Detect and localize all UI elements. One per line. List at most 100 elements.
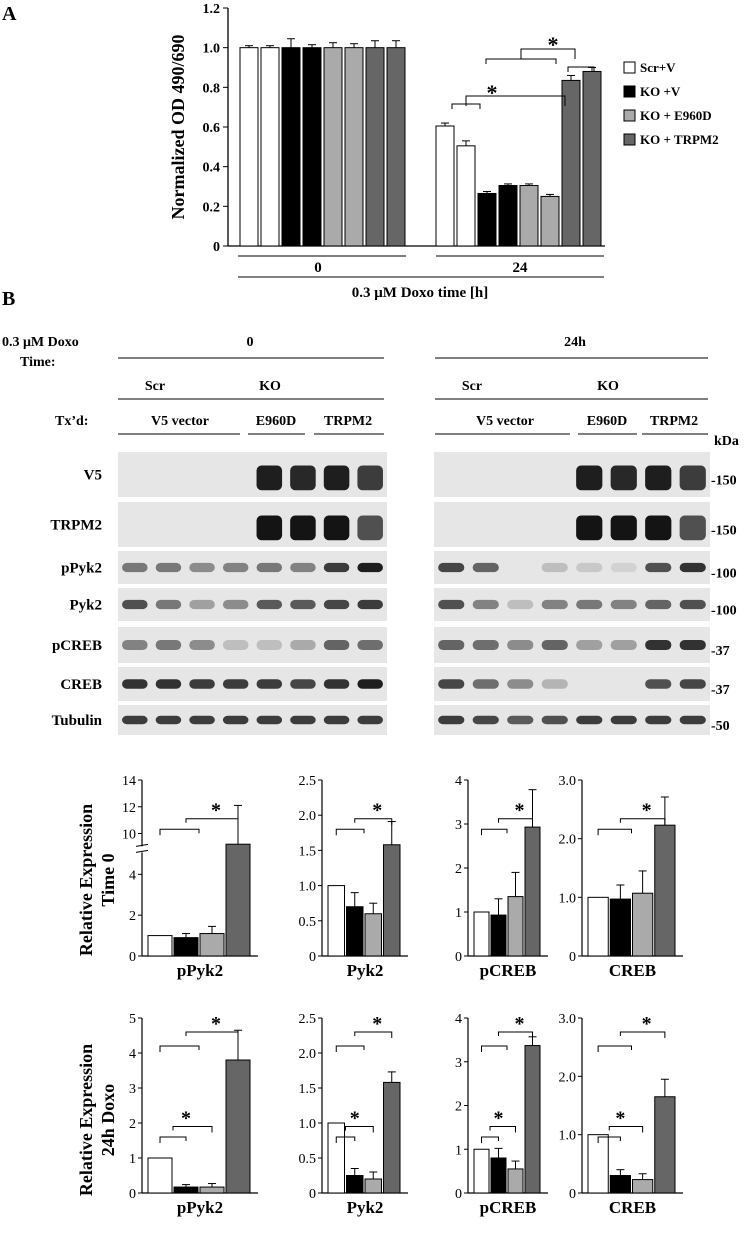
small-chart-sig-bracket: [481, 1045, 508, 1052]
small-chart-y-tick-label: 12: [122, 801, 136, 816]
tx-label-v5-24: V5 vector: [476, 414, 534, 429]
small-chart-sig-star: *: [372, 800, 382, 822]
small-chart-bar: [346, 906, 364, 957]
axis-break-mark: [135, 849, 149, 853]
small-chart-bar: [346, 1175, 364, 1194]
small-chart-bar: [490, 914, 507, 957]
blot-band: [679, 715, 706, 725]
blot-band: [679, 639, 706, 651]
blot-band: [357, 465, 383, 491]
axis-break-gap: [136, 846, 148, 853]
small-chart-sig-bracket: [159, 828, 200, 836]
blot-band: [576, 715, 603, 725]
small-chart-sig-bracket: [354, 818, 393, 825]
small-chart-bar: [632, 892, 654, 957]
small-chart-x-label: pPyk2: [177, 961, 223, 980]
chart-a-sig-star: *: [487, 80, 498, 105]
small-chart-y-tick-label: 3: [455, 818, 462, 833]
small-chart-sig-bracket: [597, 1136, 621, 1143]
small-chart-bar: [147, 1157, 173, 1194]
small-chart-y-tick-label: 1.5: [299, 1082, 317, 1097]
small-chart-y-tick-label: 4: [129, 1047, 136, 1062]
small-chart-x-label: pCREB: [480, 961, 537, 980]
blot-band: [541, 715, 568, 725]
chart-a-y-tick-label: 0.8: [203, 81, 221, 96]
small-chart-bar: [383, 1081, 401, 1194]
small-chart-y-tick-label: 0: [309, 1187, 316, 1202]
blot-band: [645, 639, 672, 651]
blot-band: [323, 562, 350, 573]
small-chart-y-tick-label: 2: [129, 1117, 136, 1132]
small-chart-bar: [199, 933, 225, 957]
blot-band: [323, 465, 350, 491]
blot-band: [155, 599, 182, 610]
small-chart-y-tick-label: 2: [129, 909, 136, 924]
small-chart-sig-bracket: [619, 818, 666, 825]
blot-band: [645, 599, 672, 610]
blot-band: [155, 715, 182, 725]
blot-band: [256, 599, 283, 610]
blot-band: [645, 715, 672, 725]
chart-a-sig-star: *: [548, 32, 559, 57]
chart-a-bar: [477, 192, 497, 247]
blot-band: [256, 465, 283, 491]
small-chart-sig-bracket: [608, 1126, 644, 1133]
small-chart-sig-star: *: [211, 800, 221, 822]
small-chart-sig-bracket: [481, 1136, 499, 1143]
small-chart-y-tick-label: 0.5: [299, 915, 317, 930]
blot-row-label: CREB: [60, 677, 102, 693]
small-chart-sig-star: *: [211, 1013, 221, 1035]
blot-band: [438, 715, 465, 725]
small-chart-sig-bracket: [498, 818, 533, 825]
small-chart-y-tick-label: 0: [455, 1187, 462, 1202]
blot-band: [290, 515, 316, 541]
blot-band: [576, 639, 603, 651]
chart-a-bar: [498, 185, 518, 247]
chart-a-x-label: 0.3 μM Doxo time [h]: [352, 285, 488, 301]
small-chart-bar: [327, 885, 345, 957]
axis-break-mark: [135, 843, 149, 847]
doxo-label-line1: 0.3 μM Doxo: [2, 335, 79, 350]
small-chart-x-label: pCREB: [480, 1198, 537, 1217]
blot-band: [222, 679, 249, 689]
small-chart-bar: [327, 1122, 345, 1194]
blot-band: [189, 715, 215, 725]
chart-a-bar: [260, 47, 280, 247]
blot-band: [290, 465, 316, 491]
blot-band: [256, 562, 283, 573]
chart-a-bar-chart: 0 0.2 0.4 0.6 0.8 1.0 1.2 Normalized OD 490/690…: [168, 2, 605, 301]
legend-swatch: [623, 85, 636, 98]
small-chart-bar: [173, 937, 199, 957]
blot-band: [507, 639, 534, 651]
small-chart-y-tick-label: 1.0: [299, 880, 317, 895]
blot-kda-marker: -100: [711, 604, 737, 619]
blot-band: [438, 679, 465, 689]
blot-band: [222, 639, 249, 651]
small-chart-bar: [225, 1059, 251, 1194]
small-chart-sig-star: *: [372, 1013, 382, 1035]
blot-band: [610, 562, 637, 573]
legend-label: Scr+V: [640, 60, 676, 75]
chart-a-y-tick-label: 0.4: [203, 161, 221, 176]
small-chart-x-label: pPyk2: [177, 1198, 223, 1217]
small-chart-y-tick-label: 0: [129, 1187, 136, 1202]
blot-band: [610, 465, 637, 491]
small-chart-sig-bracket: [185, 1031, 239, 1038]
chart-a-sig-bracket: [567, 66, 595, 72]
blot-row-label: Pyk2: [69, 598, 102, 614]
tx-label-v5-0: V5 vector: [151, 414, 209, 429]
chart-a-bar: [435, 125, 455, 247]
blot-band: [679, 515, 706, 541]
blot-band: [357, 715, 383, 725]
small-chart-x-label: CREB: [609, 1198, 656, 1217]
chart-a-bar: [582, 70, 602, 247]
small-chart-bar: [587, 1134, 609, 1194]
small-chart-bar: [654, 824, 676, 957]
legend-swatch: [623, 109, 636, 122]
small-chart-x-label: Pyk2: [347, 1198, 384, 1217]
chart-a-bar: [540, 195, 560, 247]
blot-band: [610, 639, 637, 651]
blot-band: [323, 679, 350, 689]
blot-band: [290, 599, 316, 610]
